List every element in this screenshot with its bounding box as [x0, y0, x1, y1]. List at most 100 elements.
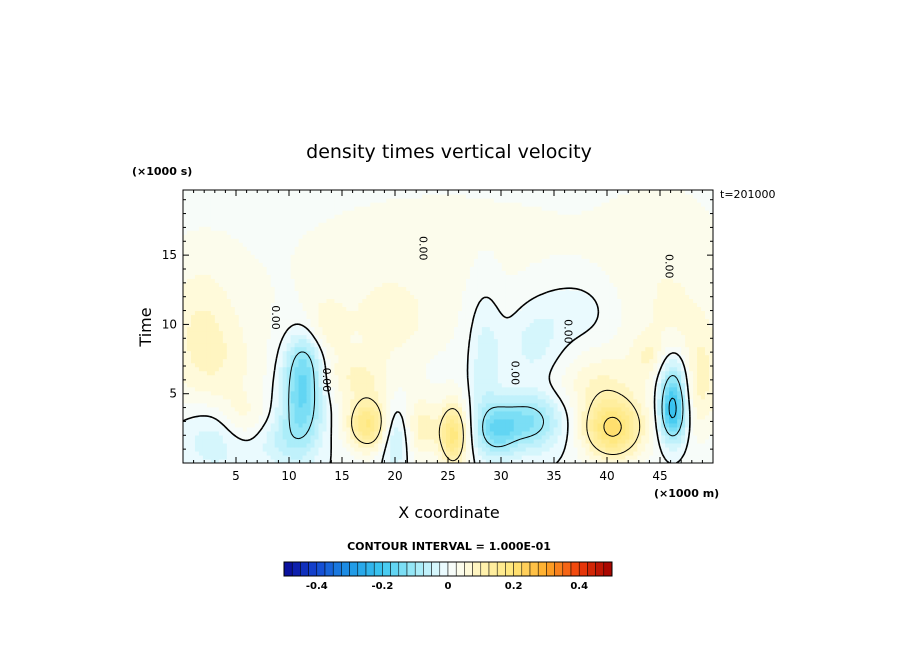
field-cell	[665, 454, 670, 460]
field-cell	[338, 370, 343, 376]
field-cell	[517, 414, 523, 420]
field-cell	[422, 418, 427, 424]
field-cell	[681, 342, 686, 348]
field-cell	[653, 402, 658, 408]
field-cell	[202, 410, 208, 416]
field-cell	[406, 382, 411, 388]
field-cell	[613, 390, 618, 396]
field-cell	[314, 446, 320, 452]
field-cell	[709, 458, 713, 463]
field-cell	[517, 430, 523, 436]
field-cell	[585, 334, 591, 340]
field-cell	[613, 442, 618, 448]
field-cell	[358, 442, 363, 448]
field-cell	[633, 322, 638, 328]
field-cell	[426, 362, 431, 368]
field-cell	[577, 426, 583, 432]
field-cell	[198, 438, 204, 444]
field-cell	[290, 334, 296, 340]
field-cell	[266, 350, 272, 356]
field-cell	[525, 370, 531, 376]
field-cell	[513, 326, 519, 332]
field-cell	[202, 346, 208, 352]
field-cell	[533, 434, 539, 440]
field-cell	[318, 318, 324, 324]
field-cell	[394, 326, 399, 332]
field-cell	[222, 422, 228, 428]
field-cell	[561, 322, 567, 328]
field-cell	[210, 398, 216, 404]
field-cell	[194, 346, 200, 352]
field-cell	[545, 346, 551, 352]
field-cell	[449, 326, 455, 332]
field-cell	[681, 390, 686, 396]
field-cell	[186, 366, 192, 372]
field-cell	[457, 386, 463, 392]
field-cell	[493, 426, 499, 432]
field-cell	[394, 346, 399, 352]
field-cell	[461, 346, 467, 352]
field-cell	[234, 398, 240, 404]
field-cell	[525, 450, 531, 456]
field-cell	[410, 338, 415, 344]
field-cell	[545, 326, 551, 332]
field-cell	[238, 446, 244, 452]
field-cell	[330, 318, 336, 324]
field-cell	[457, 310, 463, 316]
field-cell	[438, 374, 443, 380]
field-cell	[565, 366, 571, 372]
field-cell	[689, 326, 694, 332]
field-cell	[194, 402, 200, 408]
field-cell	[374, 314, 379, 320]
field-cell	[641, 422, 646, 428]
field-cell	[278, 398, 284, 404]
field-cell	[302, 382, 308, 388]
field-cell	[569, 422, 575, 428]
field-cell	[198, 406, 204, 412]
field-cell	[346, 390, 351, 396]
field-cell	[298, 378, 304, 384]
field-cell	[406, 410, 411, 416]
field-cell	[533, 454, 539, 460]
field-cell	[477, 326, 483, 332]
field-cell	[298, 438, 304, 444]
field-cell	[358, 414, 363, 420]
field-cell	[350, 378, 355, 384]
field-cell	[473, 322, 479, 328]
field-cell	[489, 322, 495, 328]
field-cell	[485, 322, 491, 328]
field-cell	[573, 374, 579, 380]
field-cell	[585, 322, 591, 328]
field-cell	[226, 330, 232, 336]
field-cell	[569, 398, 575, 404]
field-cell	[461, 386, 467, 392]
field-cell	[557, 410, 563, 416]
field-cell	[569, 438, 575, 444]
field-cell	[453, 350, 459, 356]
field-cell	[418, 402, 423, 408]
field-cell	[390, 422, 395, 428]
field-cell	[537, 450, 543, 456]
field-cell	[378, 314, 383, 320]
field-cell	[262, 330, 268, 336]
field-cell	[410, 450, 415, 456]
field-cell	[449, 410, 455, 416]
field-cell	[697, 426, 702, 432]
field-cell	[374, 442, 379, 448]
field-cell	[573, 390, 579, 396]
field-cell	[258, 414, 264, 420]
field-cell	[537, 366, 543, 372]
field-cell	[198, 358, 204, 364]
field-cell	[601, 398, 606, 404]
field-cell	[406, 310, 411, 316]
field-cell	[350, 326, 355, 332]
field-cell	[449, 338, 455, 344]
field-cell	[242, 410, 248, 416]
field-cell	[529, 374, 535, 380]
field-cell	[334, 310, 340, 316]
field-cell	[278, 458, 284, 463]
field-cell	[601, 394, 606, 400]
field-cell	[402, 394, 407, 400]
field-cell	[693, 346, 698, 352]
field-cell	[461, 394, 467, 400]
